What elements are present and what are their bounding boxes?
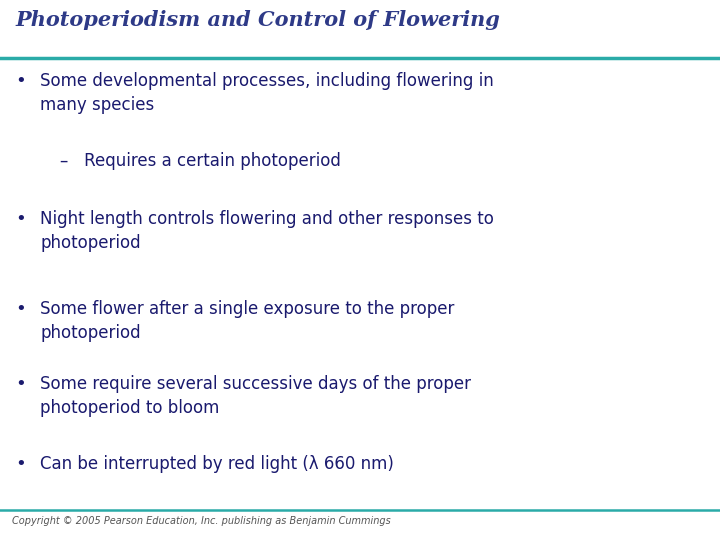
Text: –   Requires a certain photoperiod: – Requires a certain photoperiod bbox=[60, 152, 341, 170]
Text: Some flower after a single exposure to the proper
photoperiod: Some flower after a single exposure to t… bbox=[40, 300, 454, 342]
Text: Some require several successive days of the proper
photoperiod to bloom: Some require several successive days of … bbox=[40, 375, 471, 417]
Text: •: • bbox=[15, 375, 26, 393]
Text: •: • bbox=[15, 455, 26, 473]
Text: Night length controls flowering and other responses to
photoperiod: Night length controls flowering and othe… bbox=[40, 210, 494, 252]
Text: •: • bbox=[15, 300, 26, 318]
Text: •: • bbox=[15, 210, 26, 228]
Text: •: • bbox=[15, 72, 26, 90]
Text: Can be interrupted by red light (λ 660 nm): Can be interrupted by red light (λ 660 n… bbox=[40, 455, 394, 473]
Text: Copyright © 2005 Pearson Education, Inc. publishing as Benjamin Cummings: Copyright © 2005 Pearson Education, Inc.… bbox=[12, 516, 391, 526]
Text: Some developmental processes, including flowering in
many species: Some developmental processes, including … bbox=[40, 72, 494, 114]
Text: Photoperiodism and Control of Flowering: Photoperiodism and Control of Flowering bbox=[15, 10, 500, 30]
